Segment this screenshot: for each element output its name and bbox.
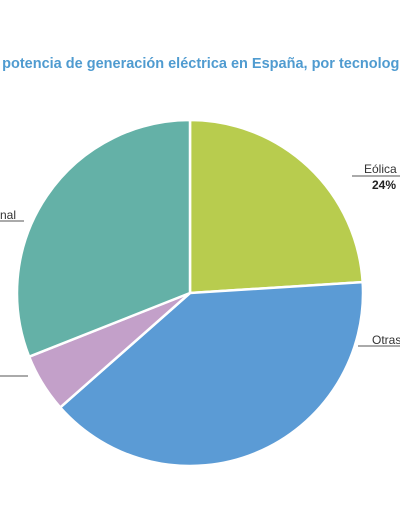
slice-label-otras: Otras [372, 333, 400, 347]
slice-label-eolica: Eólica [364, 162, 397, 176]
pie-labels: Eólica 24% Otras nal [0, 162, 400, 377]
slice-otras [58, 280, 365, 468]
slice-teal [15, 118, 192, 358]
slice-label-nal: nal [0, 208, 16, 222]
chart-title: la potencia de generación eléctrica en E… [0, 56, 400, 72]
slice-eolica [188, 118, 364, 295]
slice-percent-eolica: 24% [372, 178, 396, 192]
pie-slices [15, 118, 365, 468]
